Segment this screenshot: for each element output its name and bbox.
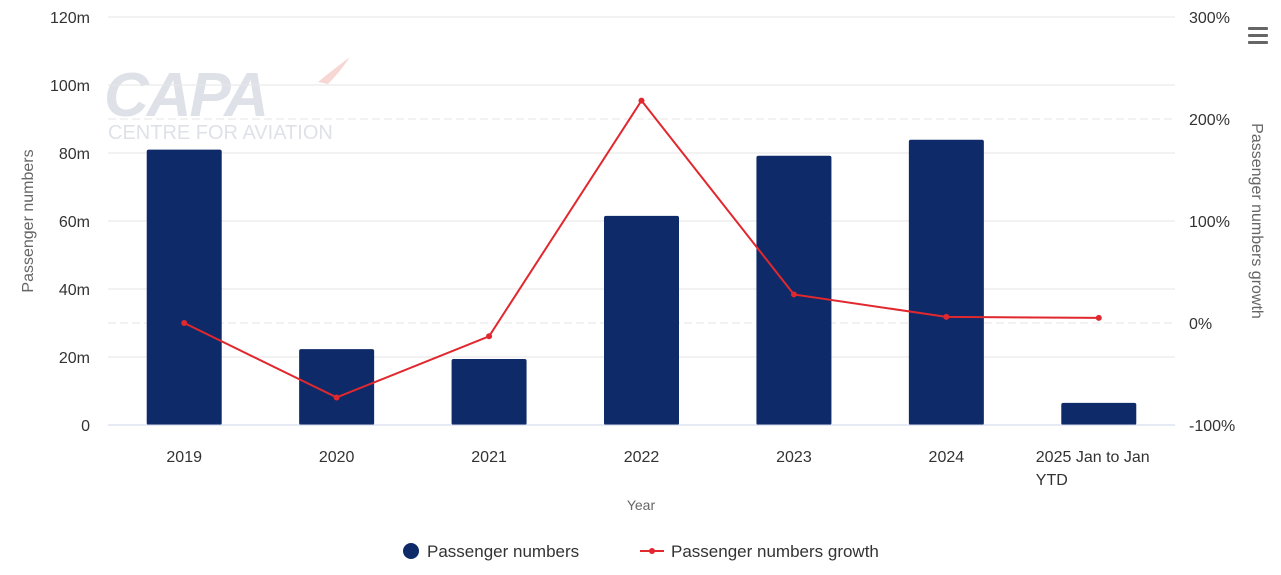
y-axis-title-right: Passenger numbers growth <box>1248 123 1265 319</box>
point-passenger-numbers-growth[interactable] <box>486 333 493 340</box>
capa-logo-swoosh <box>318 57 350 84</box>
y-tick-label-right: 100% <box>1189 214 1230 231</box>
legend-label: Passenger numbers <box>427 542 579 561</box>
y-tick-label-right: 200% <box>1189 112 1230 129</box>
y-tick-label-right: 0% <box>1189 316 1212 333</box>
point-passenger-numbers-growth[interactable] <box>943 313 950 320</box>
bar-series <box>146 139 1137 426</box>
legend-item-passenger-numbers-growth[interactable]: Passenger numbers growth <box>640 542 879 561</box>
y-tick-label-left: 100m <box>50 78 90 95</box>
capa-tagline-text: CENTRE FOR AVIATION <box>108 122 333 144</box>
bar-passenger-numbers[interactable] <box>756 155 832 425</box>
y-tick-label-left: 80m <box>59 146 90 163</box>
legend-marker-bar <box>403 543 419 559</box>
y-tick-label-right: 300% <box>1189 10 1230 27</box>
x-tick-label: 2024 <box>929 449 965 466</box>
y-tick-label-left: 60m <box>59 214 90 231</box>
bar-passenger-numbers[interactable] <box>908 139 984 426</box>
x-tick-label: 2025 Jan to Jan YTD <box>1036 449 1150 489</box>
axes: 0 20m 40m 60m 80m 100m 120m -100% 0% 100% 200% 300%… <box>50 10 1235 489</box>
legend: Passenger numbers Passenger numbers growt… <box>403 542 879 561</box>
legend-label: Passenger numbers growth <box>671 542 879 561</box>
point-passenger-numbers-growth[interactable] <box>790 291 797 298</box>
x-tick-label: 2022 <box>624 449 660 466</box>
y-tick-label-left: 0 <box>81 418 90 435</box>
capa-watermark-logo: CAPA CENTRE FOR AVIATION <box>104 57 350 144</box>
hamburger-menu-icon[interactable] <box>1244 24 1272 48</box>
point-passenger-numbers-growth[interactable] <box>181 320 188 326</box>
bar-passenger-numbers[interactable] <box>451 359 527 425</box>
bar-passenger-numbers[interactable] <box>299 349 375 425</box>
y-tick-label-left: 120m <box>50 10 90 27</box>
x-tick-label: 2019 <box>166 449 202 466</box>
y-tick-label-left: 20m <box>59 350 90 367</box>
point-passenger-numbers-growth[interactable] <box>638 97 645 104</box>
x-tick-label: 2023 <box>776 449 812 466</box>
x-tick-label: 2020 <box>319 449 355 466</box>
line-series <box>181 97 1102 401</box>
capa-logo-text: CAPA <box>104 61 267 130</box>
bar-passenger-numbers[interactable] <box>604 215 679 425</box>
bar-passenger-numbers[interactable] <box>146 149 222 425</box>
legend-marker-point <box>649 548 655 554</box>
x-tick-label: 2021 <box>471 449 507 466</box>
point-passenger-numbers-growth[interactable] <box>1095 314 1102 321</box>
point-passenger-numbers-growth[interactable] <box>333 394 340 401</box>
bar-passenger-numbers[interactable] <box>1061 402 1137 425</box>
y-axis-title-left: Passenger numbers <box>20 149 37 292</box>
y-tick-label-right: -100% <box>1189 418 1235 435</box>
x-axis-title: Year <box>627 497 656 513</box>
y-tick-label-left: 40m <box>59 282 90 299</box>
legend-item-passenger-numbers[interactable]: Passenger numbers <box>403 542 579 561</box>
